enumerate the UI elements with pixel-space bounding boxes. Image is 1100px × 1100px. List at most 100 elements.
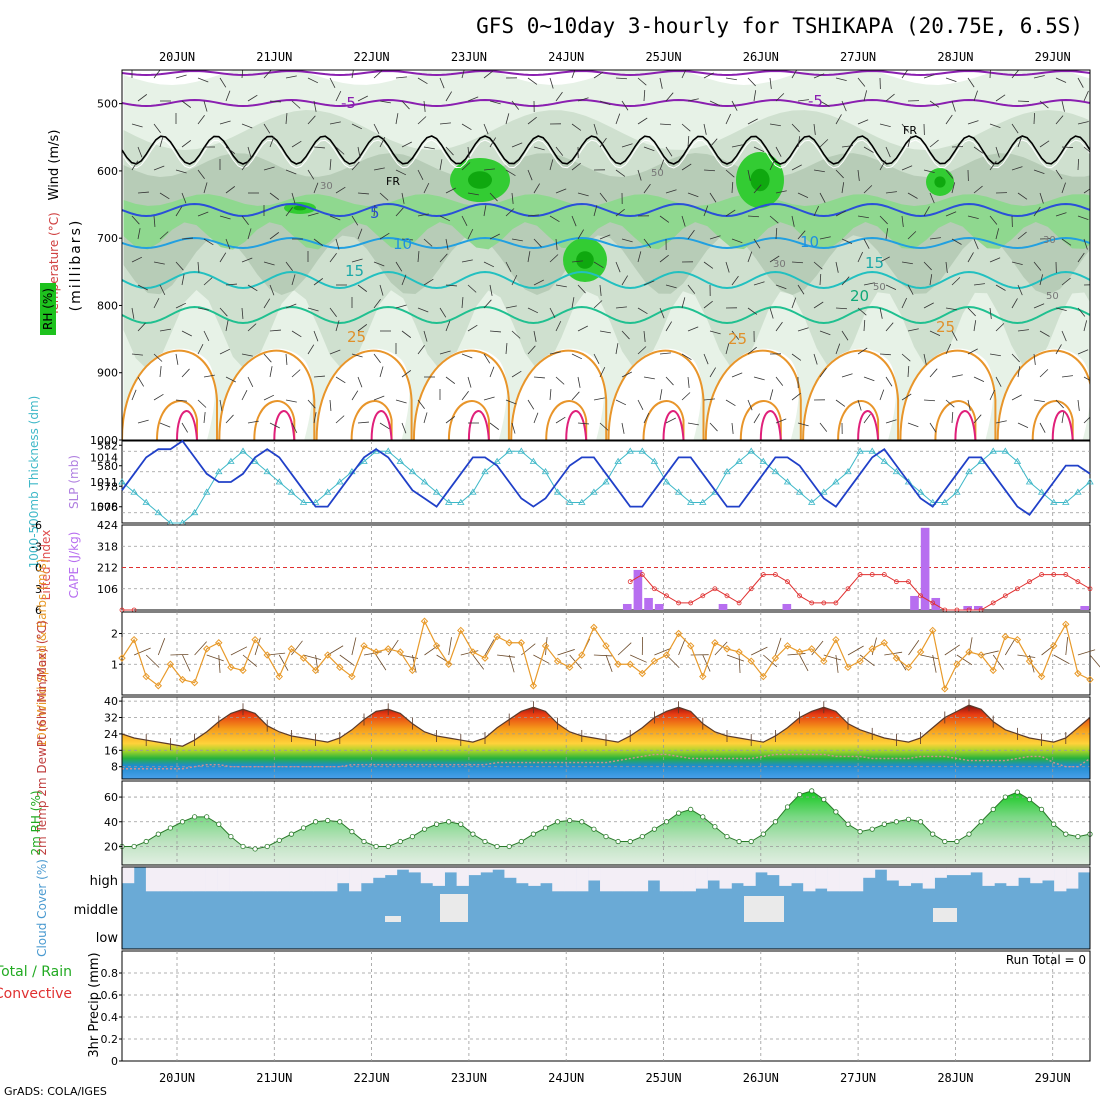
wind-barb	[995, 228, 1000, 240]
wind-barb	[505, 305, 517, 309]
thickness-marker	[650, 457, 659, 464]
thickness-marker	[251, 457, 259, 464]
rh2m-marker	[990, 806, 996, 813]
tick-label: 6	[35, 604, 42, 617]
li-marker	[990, 600, 996, 606]
thickness-marker	[239, 447, 247, 454]
wind-barb	[687, 422, 699, 426]
wind-barb	[1033, 75, 1045, 79]
wind10m-marker	[928, 626, 937, 635]
wind-barb	[747, 118, 758, 125]
wind-barb	[555, 146, 564, 156]
wind-barb	[269, 100, 281, 103]
wind-barb	[1083, 146, 1090, 153]
wind-barb	[1061, 330, 1067, 342]
cloud-high-gap	[898, 867, 912, 886]
wind-barb	[153, 123, 161, 134]
wind-barb	[615, 261, 621, 273]
thickness-marker	[892, 467, 901, 475]
wind-barb	[219, 215, 231, 220]
rh2m-marker	[1002, 794, 1008, 800]
rh-contour-label: 30	[1043, 235, 1056, 246]
wind10m-marker	[626, 660, 634, 668]
date-label-bottom: 26JUN	[743, 1071, 779, 1085]
wind10m-marker	[807, 645, 816, 653]
wind-barb	[395, 304, 407, 309]
cloud-level-label: low	[96, 931, 119, 946]
wind-barb	[709, 192, 717, 203]
tick-label: -3	[31, 540, 42, 553]
wind-barb	[527, 169, 533, 181]
wind-barb	[967, 215, 979, 220]
wind-barb	[137, 94, 148, 102]
wind-barb	[313, 182, 319, 194]
slp-line	[121, 439, 1091, 517]
tick-label: 0.8	[101, 967, 119, 980]
thickness-marker	[517, 447, 526, 454]
wind-barb	[159, 422, 171, 428]
wind-barb	[1083, 90, 1089, 102]
wind10m-marker	[614, 660, 622, 668]
li-marker	[748, 586, 754, 592]
wind-barb	[483, 205, 487, 217]
wind-barb	[1061, 182, 1066, 194]
wind10m-marker	[372, 648, 380, 656]
wind-barb	[225, 186, 236, 194]
wind-barb	[461, 353, 473, 359]
wind-barb	[379, 284, 384, 296]
wind-barb	[307, 169, 315, 180]
rh-core-high	[934, 176, 946, 188]
wind-barb	[797, 192, 809, 199]
wind-barb	[967, 348, 978, 355]
isotherm-label: -5	[808, 92, 823, 110]
wind10m-barb	[254, 637, 261, 656]
wind-barb	[247, 94, 258, 102]
rh2m-marker	[736, 838, 742, 845]
wind-barb	[313, 330, 319, 342]
wind-barb	[989, 389, 996, 401]
wind-barb	[197, 344, 204, 355]
wind-barb	[395, 207, 404, 217]
wind-barb	[731, 330, 740, 340]
wind-barb	[335, 376, 346, 384]
rh2m-marker	[482, 838, 488, 845]
wind-barb	[351, 123, 363, 130]
wind-barb	[791, 392, 801, 401]
wind-barb	[137, 419, 149, 424]
wind-barb	[753, 238, 761, 249]
wind-barb	[505, 343, 508, 355]
run-total-label: Run Total = 0	[1006, 953, 1086, 967]
rh2m-line	[119, 788, 1093, 852]
fr-label-2: FR	[903, 124, 917, 137]
wind10m-marker	[541, 642, 550, 650]
wind-barb	[599, 422, 609, 431]
wind-barb	[285, 261, 293, 272]
wind-barb	[1055, 399, 1064, 409]
rh2m-axis: 60 40 20	[104, 791, 122, 853]
tick-label: 0	[35, 562, 42, 575]
wind-barb	[379, 192, 389, 201]
wind-barb	[643, 280, 655, 286]
wind-barb	[571, 297, 575, 309]
wind-barb	[753, 413, 761, 424]
tick-label: 600	[97, 165, 118, 178]
wind10m-barb	[956, 654, 973, 666]
wind10m-marker	[1049, 642, 1058, 650]
wind-barb	[797, 230, 806, 240]
wind-barb	[511, 100, 520, 110]
rh2m-marker	[361, 838, 367, 845]
wind-barb	[527, 77, 538, 85]
cloud-high-gap	[791, 867, 804, 884]
wind-barb	[241, 390, 248, 401]
temp-axis: 40 32 24 16 8	[104, 695, 122, 774]
wind-barb	[269, 192, 280, 200]
wind-barb	[373, 353, 381, 364]
wind-barb	[1011, 123, 1019, 134]
li-marker	[736, 600, 742, 606]
li-marker	[724, 593, 730, 599]
cloud-high-gap	[910, 867, 923, 884]
tick-label: 24	[104, 728, 118, 741]
wind-barb	[725, 399, 736, 407]
isotherm-25	[218, 349, 316, 440]
rh2m-marker	[809, 788, 815, 794]
